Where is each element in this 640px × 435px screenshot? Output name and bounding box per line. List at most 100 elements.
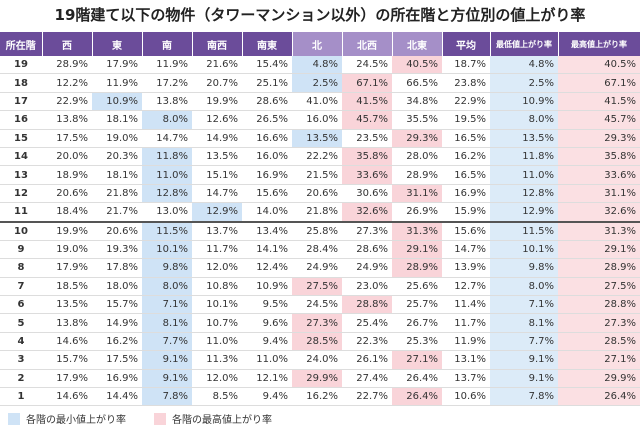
- value-cell: 12.8%: [142, 184, 192, 204]
- header-cell: 南西: [192, 32, 243, 56]
- value-cell: 15.1%: [192, 165, 242, 185]
- value-cell: 16.2%: [92, 332, 142, 352]
- value-cell: 9.1%: [490, 350, 558, 370]
- value-cell: 67.1%: [558, 73, 640, 93]
- value-cell: 27.1%: [392, 350, 442, 370]
- value-cell: 12.0%: [192, 369, 242, 389]
- value-cell: 9.8%: [142, 258, 192, 278]
- value-cell: 13.9%: [442, 258, 490, 278]
- value-cell: 13.4%: [242, 221, 292, 241]
- value-cell: 31.1%: [392, 184, 442, 204]
- floor-cell: 6: [0, 295, 42, 315]
- header-cell: 北東: [392, 32, 443, 56]
- value-cell: 9.4%: [242, 332, 292, 352]
- value-cell: 13.8%: [42, 313, 92, 333]
- table-row: 4 14.6% 16.2% 7.7% 11.0% 9.4% 28.5% 22.3% 25.3% 1…: [0, 332, 640, 352]
- value-cell: 28.9%: [42, 56, 92, 75]
- floor-cell: 8: [0, 258, 42, 278]
- value-cell: 13.7%: [192, 221, 242, 241]
- value-cell: 31.1%: [558, 184, 640, 204]
- value-cell: 24.9%: [342, 258, 392, 278]
- value-cell: 12.7%: [442, 277, 490, 297]
- value-cell: 10.9%: [242, 277, 292, 297]
- value-cell: 16.0%: [292, 110, 342, 130]
- value-cell: 16.2%: [442, 147, 490, 167]
- value-cell: 26.7%: [392, 313, 442, 333]
- value-cell: 25.6%: [392, 277, 442, 297]
- legend-swatch: [8, 413, 20, 426]
- value-cell: 11.8%: [490, 147, 558, 167]
- table-row: 15 17.5% 19.0% 14.7% 14.9% 16.6% 13.5% 23.5% 29.…: [0, 129, 640, 148]
- value-cell: 40.5%: [558, 56, 640, 75]
- value-cell: 28.8%: [342, 295, 392, 315]
- floor-cell: 5: [0, 313, 42, 333]
- table-row: 14 20.0% 20.3% 11.8% 13.5% 16.0% 22.2% 35.8% 28.…: [0, 147, 640, 167]
- value-cell: 34.8%: [392, 92, 442, 112]
- value-cell: 25.7%: [392, 295, 442, 315]
- value-cell: 19.5%: [442, 110, 490, 130]
- value-cell: 29.1%: [558, 240, 640, 260]
- table-row: 1 14.6% 14.4% 7.8% 8.5% 9.4% 16.2% 22.7% 26.4% 10…: [0, 387, 640, 407]
- value-cell: 19.0%: [42, 240, 92, 260]
- value-cell: 31.3%: [392, 221, 442, 241]
- value-cell: 28.5%: [558, 332, 640, 352]
- value-cell: 28.9%: [392, 258, 442, 278]
- value-cell: 29.3%: [392, 129, 442, 148]
- floor-cell: 2: [0, 369, 42, 389]
- value-cell: 24.0%: [292, 350, 342, 370]
- value-cell: 11.4%: [442, 295, 490, 315]
- value-cell: 9.1%: [490, 369, 558, 389]
- value-cell: 16.6%: [242, 129, 292, 148]
- value-cell: 11.0%: [142, 165, 192, 185]
- value-cell: 27.1%: [558, 350, 640, 370]
- table-row: 19 28.9% 17.9% 11.9% 21.6% 15.4% 4.8% 24.5% 40.5…: [0, 56, 640, 75]
- value-cell: 15.6%: [442, 221, 490, 241]
- value-cell: 32.6%: [558, 202, 640, 223]
- value-cell: 67.1%: [342, 73, 392, 93]
- value-cell: 9.8%: [490, 258, 558, 278]
- value-cell: 27.5%: [292, 277, 342, 297]
- floor-cell: 15: [0, 129, 42, 148]
- value-cell: 40.5%: [392, 56, 442, 75]
- value-cell: 28.6%: [242, 92, 292, 112]
- value-cell: 41.0%: [292, 92, 342, 112]
- value-cell: 11.0%: [242, 350, 292, 370]
- value-cell: 13.5%: [490, 129, 558, 148]
- value-cell: 26.1%: [342, 350, 392, 370]
- value-cell: 16.9%: [442, 184, 490, 204]
- value-cell: 25.3%: [392, 332, 442, 352]
- value-cell: 21.7%: [92, 202, 142, 223]
- value-cell: 11.3%: [192, 350, 242, 370]
- table-row: 16 13.8% 18.1% 8.0% 12.6% 26.5% 16.0% 45.7% 35.5…: [0, 110, 640, 130]
- value-cell: 29.9%: [558, 369, 640, 389]
- value-cell: 8.0%: [142, 110, 192, 130]
- value-cell: 12.6%: [192, 110, 242, 130]
- value-cell: 21.8%: [92, 184, 142, 204]
- table-row: 3 15.7% 17.5% 9.1% 11.3% 11.0% 24.0% 26.1% 27.1%…: [0, 350, 640, 370]
- title: 19階建て以下の物件（タワーマンション以外）の所在階と方位別の値上がり率: [54, 6, 586, 24]
- value-cell: 11.7%: [192, 240, 242, 260]
- value-cell: 2.5%: [490, 73, 558, 93]
- value-cell: 12.9%: [490, 202, 558, 223]
- value-cell: 11.7%: [442, 313, 490, 333]
- value-cell: 10.9%: [92, 92, 142, 112]
- value-cell: 26.4%: [392, 387, 442, 407]
- legend-item: 各階の最高値上がり率: [154, 411, 272, 426]
- floor-cell: 4: [0, 332, 42, 352]
- legend-swatch: [154, 413, 166, 426]
- value-cell: 14.9%: [92, 313, 142, 333]
- value-cell: 33.6%: [558, 165, 640, 185]
- value-cell: 14.9%: [192, 129, 242, 148]
- value-cell: 23.0%: [342, 277, 392, 297]
- floor-cell: 17: [0, 92, 42, 112]
- value-cell: 13.5%: [42, 295, 92, 315]
- value-cell: 28.8%: [558, 295, 640, 315]
- value-cell: 18.9%: [42, 165, 92, 185]
- value-cell: 66.5%: [392, 73, 442, 93]
- table-row: 13 18.9% 18.1% 11.0% 15.1% 16.9% 21.5% 33.6% 28.…: [0, 165, 640, 185]
- value-cell: 11.8%: [142, 147, 192, 167]
- value-cell: 15.4%: [242, 56, 292, 75]
- value-cell: 28.5%: [292, 332, 342, 352]
- value-cell: 8.5%: [192, 387, 242, 407]
- value-cell: 11.5%: [490, 221, 558, 241]
